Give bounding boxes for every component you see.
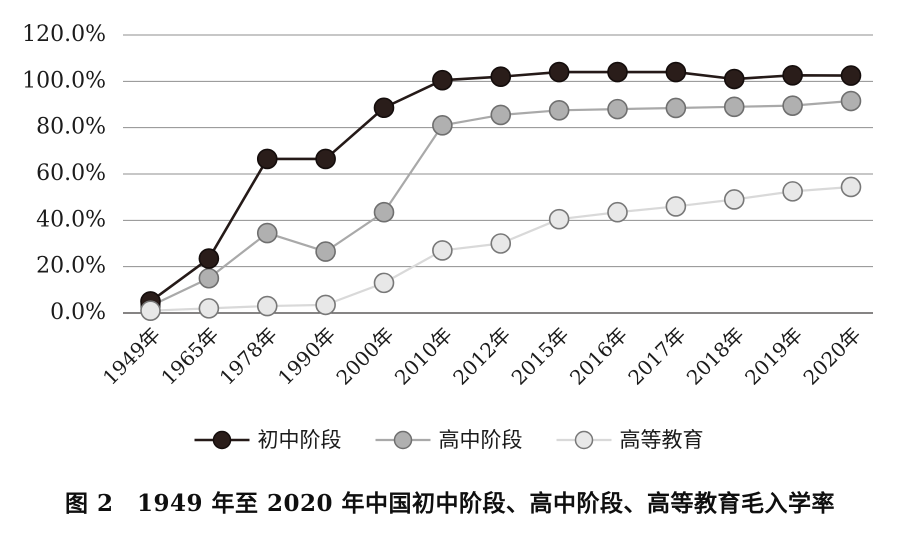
higher-education-data-point-marker (665, 196, 687, 217)
junior-secondary-data-point-marker (256, 148, 278, 170)
x-axis-tick-label: 2015年 (507, 323, 574, 390)
x-axis-tick-label: 2016年 (565, 323, 632, 390)
higher-education-data-point-marker (607, 201, 628, 223)
higher-education-data-point-marker (723, 189, 745, 210)
y-axis-tick-label: 0.0% (50, 300, 106, 325)
junior-secondary-data-point-marker (490, 66, 512, 87)
senior-secondary-data-point-marker (490, 104, 512, 126)
senior-secondary-series (140, 90, 862, 317)
junior-secondary-data-point-marker (723, 68, 745, 90)
higher-education-data-point-marker (256, 295, 278, 317)
senior-secondary-data-point-marker (782, 95, 803, 116)
legend-marker-higher-education (574, 430, 594, 450)
higher-education-data-point-marker (315, 294, 336, 316)
higher-education-data-point-marker (782, 181, 803, 202)
senior-secondary-data-point-marker (607, 98, 628, 120)
junior-secondary-data-point-marker (548, 61, 570, 83)
enrollment-line-chart: 0.0% 20.0% 40.0% 60.0% 80.0% 100.0% 120.0% 1949… (22, 22, 873, 452)
x-axis-tick-label: 1978年 (215, 323, 282, 390)
x-axis-tick-label: 1965年 (156, 323, 223, 390)
senior-secondary-data-point-marker (198, 267, 220, 289)
legend-label-junior-secondary: 初中阶段 (258, 428, 342, 452)
figure-caption: 图 2 1949 年至 2020 年中国初中阶段、高中阶段、高等教育毛入学率 (64, 490, 836, 517)
x-axis-tick-label: 1949年 (98, 323, 165, 390)
x-axis-tick-label: 2017年 (623, 323, 690, 390)
higher-education-data-point-marker (198, 298, 220, 319)
x-axis-tick-label: 2020年 (798, 323, 865, 390)
legend: 初中阶段 高中阶段 高等教育 (194, 428, 704, 452)
y-axis-tick-label: 120.0% (22, 22, 106, 47)
senior-secondary-data-point-marker (373, 201, 395, 223)
x-axis-labels: 1949年1965年1978年1990年2000年2010年2012年2015年… (98, 323, 866, 390)
higher-education-series (140, 176, 862, 321)
junior-secondary-data-point-marker (607, 61, 628, 83)
senior-secondary-data-point-marker (432, 115, 453, 136)
higher-education-data-point-marker (432, 240, 453, 261)
higher-education-data-point-marker (373, 272, 395, 294)
x-axis-tick-label: 2010年 (390, 323, 457, 390)
y-axis-tick-label: 80.0% (36, 115, 106, 140)
junior-secondary-data-point-marker (373, 97, 395, 119)
legend-item-higher-education: 高等教育 (556, 428, 704, 452)
senior-secondary-data-point-marker (315, 241, 336, 262)
senior-secondary-data-point-marker (840, 90, 862, 112)
junior-secondary-data-point-marker (198, 248, 220, 269)
legend-item-junior-secondary: 初中阶段 (194, 428, 342, 452)
higher-education-data-point-marker (140, 300, 161, 321)
legend-label-higher-education: 高等教育 (620, 428, 704, 452)
legend-label-senior-secondary: 高中阶段 (439, 428, 523, 452)
junior-secondary-series (140, 61, 862, 312)
x-axis-tick-label: 2012年 (448, 323, 515, 390)
y-axis-tick-label: 100.0% (22, 68, 106, 93)
junior-secondary-data-point-marker (315, 148, 336, 170)
junior-secondary-data-point-marker (840, 65, 862, 86)
senior-secondary-data-point-marker (548, 99, 570, 121)
y-axis-tick-label: 40.0% (36, 207, 106, 232)
junior-secondary-data-point-marker (665, 61, 687, 83)
x-axis-tick-label: 2018年 (682, 323, 749, 390)
y-axis-tick-label: 60.0% (36, 161, 106, 186)
higher-education-data-point-marker (840, 176, 862, 198)
senior-secondary-data-point-marker (723, 96, 745, 118)
y-axis-tick-label: 20.0% (36, 254, 106, 279)
y-axis-labels: 0.0% 20.0% 40.0% 60.0% 80.0% 100.0% 120.0% (22, 22, 106, 325)
senior-secondary-data-point-marker (256, 222, 278, 244)
senior-secondary-line (150, 99, 852, 308)
higher-education-data-point-marker (490, 233, 512, 254)
senior-secondary-data-point-marker (665, 97, 687, 119)
higher-education-data-point-marker (548, 208, 570, 230)
x-axis-tick-label: 2000年 (331, 323, 398, 390)
legend-marker-junior-secondary (212, 430, 232, 450)
x-axis-tick-label: 2019年 (740, 323, 807, 390)
junior-secondary-data-point-marker (432, 69, 453, 91)
legend-marker-senior-secondary (393, 430, 413, 450)
x-axis-tick-label: 1990年 (273, 323, 340, 390)
legend-item-senior-secondary: 高中阶段 (375, 428, 523, 452)
junior-secondary-data-point-marker (782, 65, 803, 86)
